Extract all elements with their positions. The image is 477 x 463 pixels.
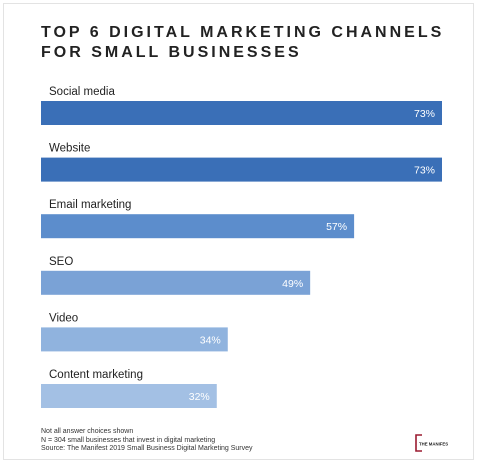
chart-title: TOP 6 DIGITAL MARKETING CHANNELS FOR SMA…: [41, 23, 461, 63]
bar: [41, 384, 217, 408]
chart-title-line-2: FOR SMALL BUSINESSES: [41, 44, 302, 61]
footer-sample-size: N = 304 small businesses that invest in …: [41, 436, 216, 444]
category-label: Social media: [49, 86, 115, 98]
bar: [41, 327, 228, 352]
value-label: 34%: [200, 334, 221, 346]
chart-frame: [3, 3, 474, 460]
bar: [41, 101, 442, 125]
category-label: SEO: [49, 256, 73, 268]
footer-source: Source: The Manifest 2019 Small Business…: [41, 445, 253, 452]
value-label: 32%: [189, 391, 210, 403]
category-label: Content marketing: [49, 369, 143, 381]
value-label: 73%: [414, 165, 435, 177]
footer-note: Not all answer choices shown: [41, 428, 134, 435]
category-label: Website: [49, 143, 90, 155]
bar: [41, 157, 442, 182]
value-label: 57%: [326, 221, 347, 233]
category-label: Email marketing: [49, 199, 131, 211]
chart-footer: Not all answer choices shown N = 304 sma…: [41, 428, 253, 454]
value-label: 73%: [414, 108, 435, 120]
value-label: 49%: [282, 278, 303, 290]
the-manifest-logo: THE MANIFEST: [415, 434, 448, 452]
bar: [41, 214, 355, 239]
chart-title-line-1: TOP 6 DIGITAL MARKETING CHANNELS: [41, 24, 445, 41]
logo-bracket: [415, 434, 422, 452]
logo-text: THE MANIFEST: [419, 442, 448, 447]
category-label: Video: [49, 312, 78, 324]
bar: [41, 270, 311, 295]
